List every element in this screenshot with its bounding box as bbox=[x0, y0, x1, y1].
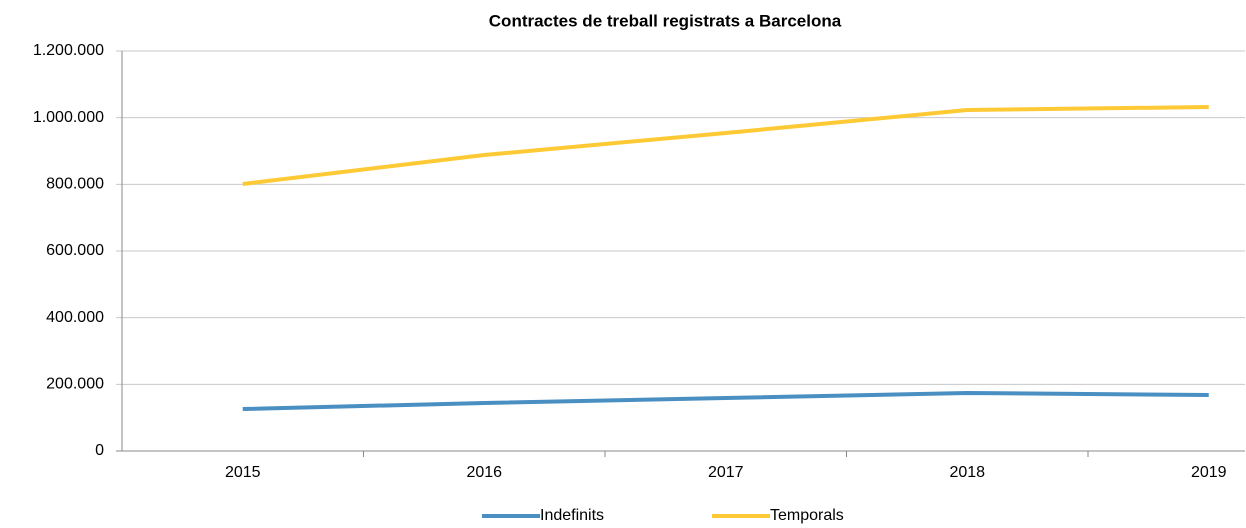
y-tick-label: 1.000.000 bbox=[33, 109, 104, 126]
x-tick-label: 2017 bbox=[708, 464, 744, 481]
x-tick-label: 2019 bbox=[1191, 464, 1227, 481]
y-tick-label: 1.200.000 bbox=[33, 42, 104, 59]
y-tick-label: 200.000 bbox=[46, 376, 104, 393]
y-tick-label: 600.000 bbox=[46, 242, 104, 259]
chart-title: Contractes de treball registrats a Barce… bbox=[489, 11, 842, 30]
x-tick-label: 2016 bbox=[466, 464, 502, 481]
y-tick-label: 400.000 bbox=[46, 309, 104, 326]
y-tick-label: 800.000 bbox=[46, 176, 104, 193]
x-tick-label: 2018 bbox=[949, 464, 985, 481]
series-line bbox=[242, 391, 1209, 411]
legend-label: Indefinits bbox=[540, 507, 604, 524]
series-line bbox=[242, 105, 1209, 186]
legend-label: Temporals bbox=[770, 507, 844, 524]
x-tick-label: 2015 bbox=[225, 464, 261, 481]
y-tick-label: 0 bbox=[95, 442, 104, 459]
